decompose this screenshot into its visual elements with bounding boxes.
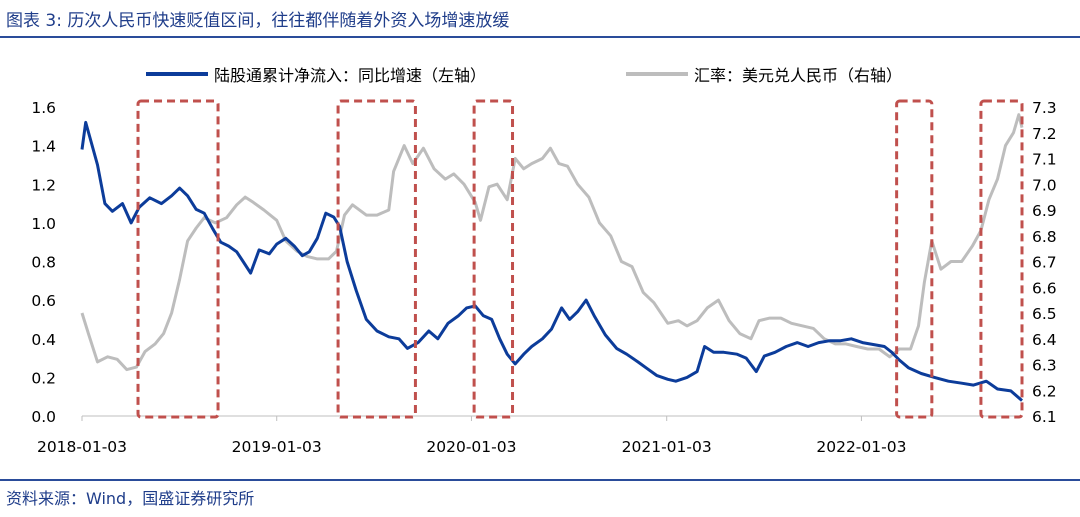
figure-source: 资料来源：Wind，国盛证券研究所 — [6, 489, 255, 508]
highlight-box — [472, 99, 515, 419]
legend-item-series-1: 陆股通累计净流入：同比增速（左轴） — [146, 62, 486, 86]
highlight-box — [895, 99, 934, 419]
x-tick-label: 2022-01-03 — [816, 438, 906, 456]
y-right-tick-label: 6.1 — [1032, 408, 1057, 426]
y-right-tick-label: 7.2 — [1032, 125, 1057, 143]
y-right-tick-label: 6.8 — [1032, 228, 1057, 246]
series-line-2 — [80, 113, 1024, 372]
y-left-tick-label: 0.8 — [31, 254, 56, 272]
source-rule — [0, 479, 1080, 481]
y-left-tick-label: 0.0 — [31, 408, 56, 426]
y-right-tick-label: 6.3 — [1032, 357, 1057, 375]
legend-swatch-series-2 — [626, 72, 688, 76]
y-right-tick-label: 6.7 — [1032, 254, 1057, 272]
y-left-tick-label: 1.2 — [31, 176, 56, 194]
series-1-layer — [80, 120, 1023, 402]
title-rule — [0, 36, 1080, 38]
legend-swatch-series-1 — [146, 72, 208, 76]
y-right-tick-label: 6.4 — [1032, 331, 1057, 349]
y-left-tick-label: 1.0 — [31, 215, 56, 233]
y-left-tick-label: 0.2 — [31, 369, 56, 387]
y-left-tick-label: 1.6 — [31, 99, 56, 117]
y-right-tick-label: 7.3 — [1032, 99, 1057, 117]
y-right-tick-label: 7.1 — [1032, 151, 1057, 169]
y-right-tick-label: 6.2 — [1032, 382, 1057, 400]
legend-label-series-2: 汇率：美元兑人民币（右轴） — [694, 66, 903, 85]
series-line-1 — [80, 120, 1023, 402]
axes — [81, 415, 1022, 421]
x-tick-label: 2019-01-03 — [232, 438, 322, 456]
tick-labels: 2018-01-03 2019-01-03 2020-01-03 2021-01-03… — [31, 99, 1056, 456]
y-left-tick-label: 1.4 — [31, 138, 56, 156]
y-left-tick-label: 0.4 — [31, 331, 56, 349]
highlight-box — [136, 99, 220, 419]
x-tick-label: 2018-01-03 — [37, 438, 127, 456]
series-2-layer — [80, 113, 1024, 372]
y-right-tick-label: 6.5 — [1032, 305, 1057, 323]
highlight-box — [979, 99, 1024, 419]
y-right-tick-label: 6.9 — [1032, 202, 1057, 220]
x-tick-label: 2021-01-03 — [622, 438, 712, 456]
legend-label-series-1: 陆股通累计净流入：同比增速（左轴） — [214, 66, 487, 85]
figure-title: 图表 3: 历次人民币快速贬值区间，往往都伴随着外资入场增速放缓 — [6, 11, 510, 31]
highlight-layer — [136, 99, 1024, 419]
y-left-tick-label: 0.6 — [31, 292, 56, 310]
legend-item-series-2: 汇率：美元兑人民币（右轴） — [626, 62, 902, 86]
y-right-tick-label: 7.0 — [1032, 176, 1057, 194]
x-tick-label: 2020-01-03 — [426, 438, 516, 456]
y-right-tick-label: 6.6 — [1032, 279, 1057, 297]
